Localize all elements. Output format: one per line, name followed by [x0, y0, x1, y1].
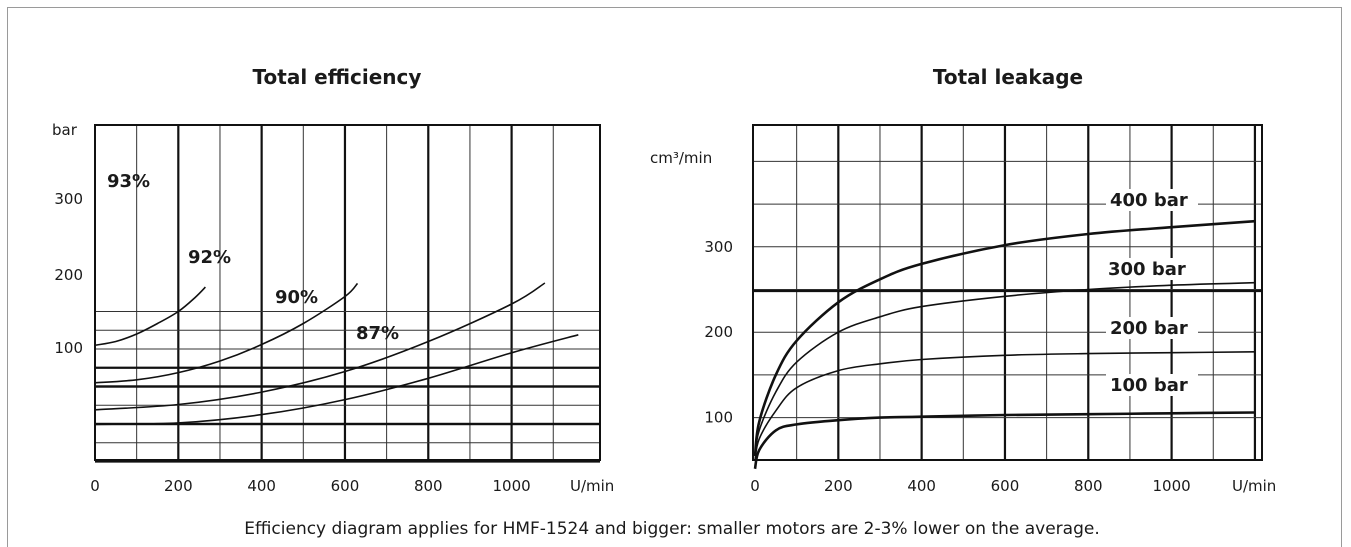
- leakage-grid: [753, 125, 1262, 460]
- efficiency-y-tick: 300: [54, 190, 83, 208]
- leakage-curve: [754, 351, 1255, 461]
- leakage-y-unit: cm³/min: [650, 149, 712, 167]
- leakage-curves: [753, 219, 1255, 470]
- efficiency-y-unit: bar: [52, 121, 78, 139]
- leakage-x-tick: 0: [750, 477, 760, 495]
- leakage-series-label: 200 bar: [1110, 318, 1188, 339]
- efficiency-x-tick: 600: [331, 477, 360, 495]
- leakage-x-tick: 1000: [1153, 477, 1191, 495]
- leakage-x-tick: 800: [1074, 477, 1103, 495]
- leakage-curve: [753, 411, 1255, 470]
- efficiency-series-label: 87%: [356, 323, 399, 344]
- leakage-x-tick: 400: [907, 477, 936, 495]
- efficiency-curve: [94, 334, 579, 426]
- leakage-x-tick: 200: [824, 477, 853, 495]
- leakage-label-bg: [1104, 258, 1196, 280]
- leakage-curve: [753, 219, 1255, 457]
- leakage-title: Total leakage: [933, 65, 1083, 89]
- leakage-x-unit: U/min: [1232, 477, 1276, 495]
- efficiency-ticks: 0 200 400 600 800 1000 100 200 300: [54, 190, 530, 495]
- efficiency-x-unit: U/min: [570, 477, 614, 495]
- efficiency-x-tick: 200: [164, 477, 193, 495]
- efficiency-y-tick: 200: [54, 266, 83, 284]
- efficiency-y-tick: 100: [54, 339, 83, 357]
- efficiency-x-tick: 800: [414, 477, 443, 495]
- efficiency-curve: [94, 286, 206, 347]
- efficiency-curve: [94, 282, 546, 411]
- efficiency-x-tick: 1000: [493, 477, 531, 495]
- leakage-label-bg: [1106, 189, 1198, 211]
- efficiency-plot-border: [94, 124, 601, 461]
- leakage-curve-labels: 400 bar 300 bar 200 bar 100 bar: [1104, 189, 1198, 396]
- figure-caption: Efficiency diagram applies for HMF-1524 …: [244, 519, 1100, 539]
- efficiency-series-label: 92%: [188, 247, 231, 268]
- leakage-y-tick: 100: [704, 409, 733, 427]
- efficiency-x-tick: 0: [90, 477, 100, 495]
- efficiency-x-tick: 400: [247, 477, 276, 495]
- leakage-y-tick: 200: [704, 323, 733, 341]
- leakage-label-bg: [1106, 374, 1198, 396]
- leakage-y-tick: 300: [704, 238, 733, 256]
- leakage-series-label: 300 bar: [1108, 259, 1186, 280]
- leakage-series-label: 100 bar: [1110, 375, 1188, 396]
- leakage-ticks: 0 200 400 600 800 1000 100 200 300: [704, 238, 1190, 495]
- leakage-curve: [754, 281, 1255, 457]
- figure-frame: [7, 7, 1342, 547]
- efficiency-chart: Total efficiency bar U/min 0 200 400 600 800…: [52, 65, 614, 495]
- efficiency-curve-labels: 93% 92% 90% 87%: [107, 171, 399, 344]
- efficiency-series-label: 93%: [107, 171, 150, 192]
- leakage-series-label: 400 bar: [1110, 190, 1188, 211]
- leakage-x-tick: 600: [991, 477, 1020, 495]
- efficiency-title: Total efficiency: [253, 65, 422, 89]
- efficiency-curves: [94, 282, 579, 426]
- leakage-label-bg: [1106, 317, 1198, 339]
- efficiency-grid: [95, 125, 600, 463]
- leakage-plot-border: [752, 124, 1263, 461]
- leakage-chart: Total leakage cm³/min U/min 0 200 400 600 80…: [650, 65, 1276, 495]
- efficiency-curve: [94, 282, 359, 384]
- efficiency-series-label: 90%: [275, 287, 318, 308]
